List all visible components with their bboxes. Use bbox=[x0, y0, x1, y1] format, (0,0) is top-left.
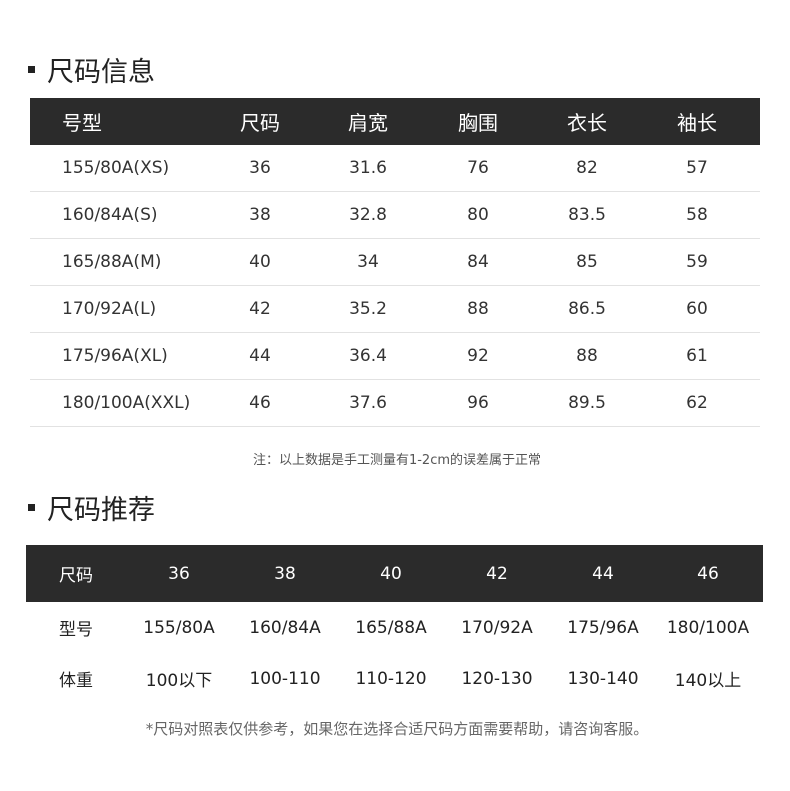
table-cell: 160/84A bbox=[249, 617, 321, 638]
table-cell: 92 bbox=[467, 346, 489, 366]
table-cell: 60 bbox=[686, 299, 708, 319]
table-cell: 胸围 bbox=[458, 111, 498, 135]
table-cell: 体重 bbox=[59, 671, 93, 691]
size-recommend-title: 尺码推荐 bbox=[47, 495, 155, 526]
table-row: 155/80A(XS) 36 31.6 76 82 57 bbox=[30, 145, 760, 192]
table-cell: 袖长 bbox=[677, 111, 717, 135]
table-cell: 76 bbox=[467, 158, 489, 178]
table-cell: 42 bbox=[486, 563, 508, 584]
table-cell: 100-110 bbox=[249, 668, 321, 689]
table-cell: 36.4 bbox=[349, 346, 387, 366]
size-recommend-table: 尺码 36 38 40 42 44 46 型号 155/80A 160/84A 165/88A 170… bbox=[26, 545, 763, 704]
table-cell: 61 bbox=[686, 346, 708, 366]
table-cell: 100以下 bbox=[145, 671, 213, 691]
table-cell: 36 bbox=[168, 563, 190, 584]
table-cell: 89.5 bbox=[568, 393, 606, 413]
table-cell: 尺码 bbox=[240, 111, 280, 135]
table-cell: 44 bbox=[592, 563, 614, 584]
table-cell: 肩宽 bbox=[348, 111, 388, 135]
table-cell: 衣长 bbox=[567, 111, 607, 135]
table-cell: 62 bbox=[686, 393, 708, 413]
table-cell: 85 bbox=[576, 252, 598, 272]
table-row: 180/100A(XXL) 46 37.6 96 89.5 62 bbox=[30, 380, 760, 427]
table-cell: 59 bbox=[686, 252, 708, 272]
table-cell: 40 bbox=[380, 563, 402, 584]
table-cell: 170/92A bbox=[461, 617, 533, 638]
table-cell: 180/100A bbox=[666, 617, 750, 638]
measurement-note: 注：以上数据是手工测量有1-2cm的误差属于正常 bbox=[252, 453, 542, 468]
table-cell: 34 bbox=[357, 252, 379, 272]
table-cell: 38 bbox=[274, 563, 296, 584]
table-cell: 155/80A(XS) bbox=[62, 158, 170, 178]
table-cell: 120-130 bbox=[461, 668, 533, 689]
table-row: 体重 100以下 100-110 110-120 120-130 130-140 140以上 bbox=[26, 653, 763, 704]
table-cell: 160/84A(S) bbox=[62, 205, 158, 225]
table-cell: 96 bbox=[467, 393, 489, 413]
table-cell: 84 bbox=[467, 252, 489, 272]
table-cell: 57 bbox=[686, 158, 708, 178]
table-cell: 155/80A bbox=[143, 617, 215, 638]
table-cell: 88 bbox=[467, 299, 489, 319]
table-cell: 38 bbox=[249, 205, 271, 225]
table-cell: 86.5 bbox=[568, 299, 606, 319]
table-cell: 尺码 bbox=[59, 566, 93, 586]
table-cell: 130-140 bbox=[567, 668, 639, 689]
size-info-heading: 尺码信息 bbox=[28, 50, 155, 89]
table-cell: 42 bbox=[249, 299, 271, 319]
square-bullet-icon bbox=[28, 66, 35, 73]
table-cell: 170/92A(L) bbox=[62, 299, 157, 319]
table-cell: 31.6 bbox=[349, 158, 387, 178]
table-row: 165/88A(M) 40 34 84 85 59 bbox=[30, 239, 760, 286]
table-cell: 号型 bbox=[62, 111, 102, 135]
table-cell: 140以上 bbox=[674, 671, 742, 691]
footnote: *尺码对照表仅供参考，如果您在选择合适尺码方面需要帮助，请咨询客服。 bbox=[145, 720, 649, 738]
table-cell: 32.8 bbox=[349, 205, 387, 225]
table-cell: 46 bbox=[249, 393, 271, 413]
table-cell: 40 bbox=[249, 252, 271, 272]
table-cell: 型号 bbox=[59, 620, 93, 640]
table-row: 170/92A(L) 42 35.2 88 86.5 60 bbox=[30, 286, 760, 333]
table-cell: 35.2 bbox=[349, 299, 387, 319]
table-cell: 175/96A bbox=[567, 617, 639, 638]
table-cell: 175/96A(XL) bbox=[62, 346, 168, 366]
size-info-table: 号型 尺码 肩宽 胸围 衣长 袖长 155/80A(XS) 36 31.6 76 82 57 160/8… bbox=[30, 98, 760, 427]
table-cell: 165/88A bbox=[355, 617, 427, 638]
square-bullet-icon bbox=[28, 504, 35, 511]
table-cell: 82 bbox=[576, 158, 598, 178]
table-row: 型号 155/80A 160/84A 165/88A 170/92A 175/96A 180… bbox=[26, 602, 763, 653]
table-header: 号型 尺码 肩宽 胸围 衣长 袖长 bbox=[30, 98, 760, 145]
table-row: 160/84A(S) 38 32.8 80 83.5 58 bbox=[30, 192, 760, 239]
table-cell: 180/100A(XXL) bbox=[62, 393, 191, 413]
table-row: 175/96A(XL) 44 36.4 92 88 61 bbox=[30, 333, 760, 380]
table-cell: 58 bbox=[686, 205, 708, 225]
table-cell: 46 bbox=[697, 563, 719, 584]
table-cell: 83.5 bbox=[568, 205, 606, 225]
table-cell: 44 bbox=[249, 346, 271, 366]
size-recommend-heading: 尺码推荐 bbox=[28, 488, 155, 527]
table-cell: 165/88A(M) bbox=[62, 252, 162, 272]
table-cell: 110-120 bbox=[355, 668, 427, 689]
table-cell: 88 bbox=[576, 346, 598, 366]
size-info-title: 尺码信息 bbox=[47, 57, 155, 88]
table-cell: 37.6 bbox=[349, 393, 387, 413]
table-cell: 36 bbox=[249, 158, 271, 178]
table-header: 尺码 36 38 40 42 44 46 bbox=[26, 545, 763, 602]
table-cell: 80 bbox=[467, 205, 489, 225]
